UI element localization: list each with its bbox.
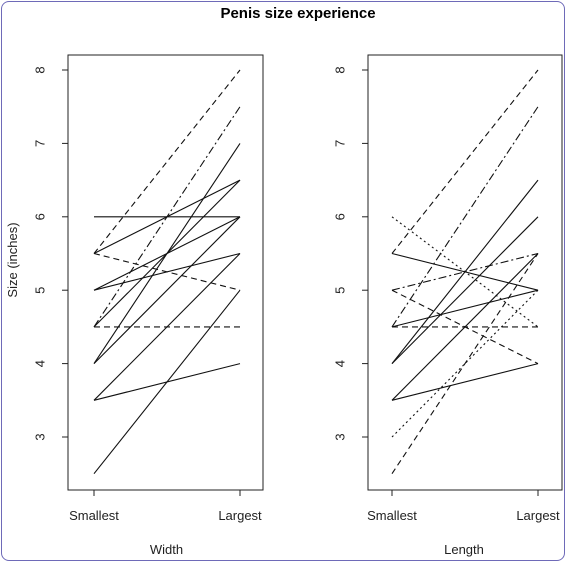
y-tick-label: 6 [332, 213, 347, 220]
y-tick-label: 5 [332, 287, 347, 294]
series-line-13 [93, 69, 241, 254]
series-line-4 [93, 216, 241, 364]
y-tick-label: 7 [32, 140, 47, 147]
y-tick-label: 7 [332, 140, 347, 147]
y-tick-label: 6 [32, 213, 47, 220]
x-axis-label: Width [150, 542, 183, 557]
y-tick-label: 4 [332, 360, 347, 367]
y-tick-label: 8 [332, 66, 347, 73]
series-line-3 [391, 363, 539, 401]
chart-title: Penis size experience [220, 5, 375, 22]
series-line-8 [391, 289, 539, 328]
series-line-1 [391, 253, 539, 475]
x-tick-label: Largest [516, 508, 560, 523]
x-tick-label: Smallest [69, 508, 119, 523]
series-line-9 [391, 106, 539, 328]
x-tick-label: Largest [218, 508, 262, 523]
y-axis-label: Size (inches) [5, 222, 20, 297]
panel-width: 3 4 5 6 7 8 Smallest Largest Width [32, 54, 264, 557]
y-tick-label: 4 [32, 360, 47, 367]
y-tick-label: 3 [32, 433, 47, 440]
x-axis-label: Length [444, 542, 484, 557]
x-tick-label: Smallest [367, 508, 417, 523]
y-tick-label: 8 [32, 66, 47, 73]
series-line-2 [93, 363, 241, 401]
series-line-14 [391, 216, 539, 328]
plot-area [367, 54, 563, 491]
series-line-10 [391, 289, 539, 365]
series-line-13 [391, 69, 539, 254]
series-line-10 [93, 216, 241, 291]
series-line-6 [391, 216, 539, 364]
y-tick-label: 3 [332, 433, 347, 440]
y-tick-label: 5 [32, 287, 47, 294]
plot-area [67, 54, 264, 491]
series-line-11 [93, 252, 241, 291]
panel-length: 3 4 5 6 7 8 Smallest Largest Length [332, 54, 563, 557]
